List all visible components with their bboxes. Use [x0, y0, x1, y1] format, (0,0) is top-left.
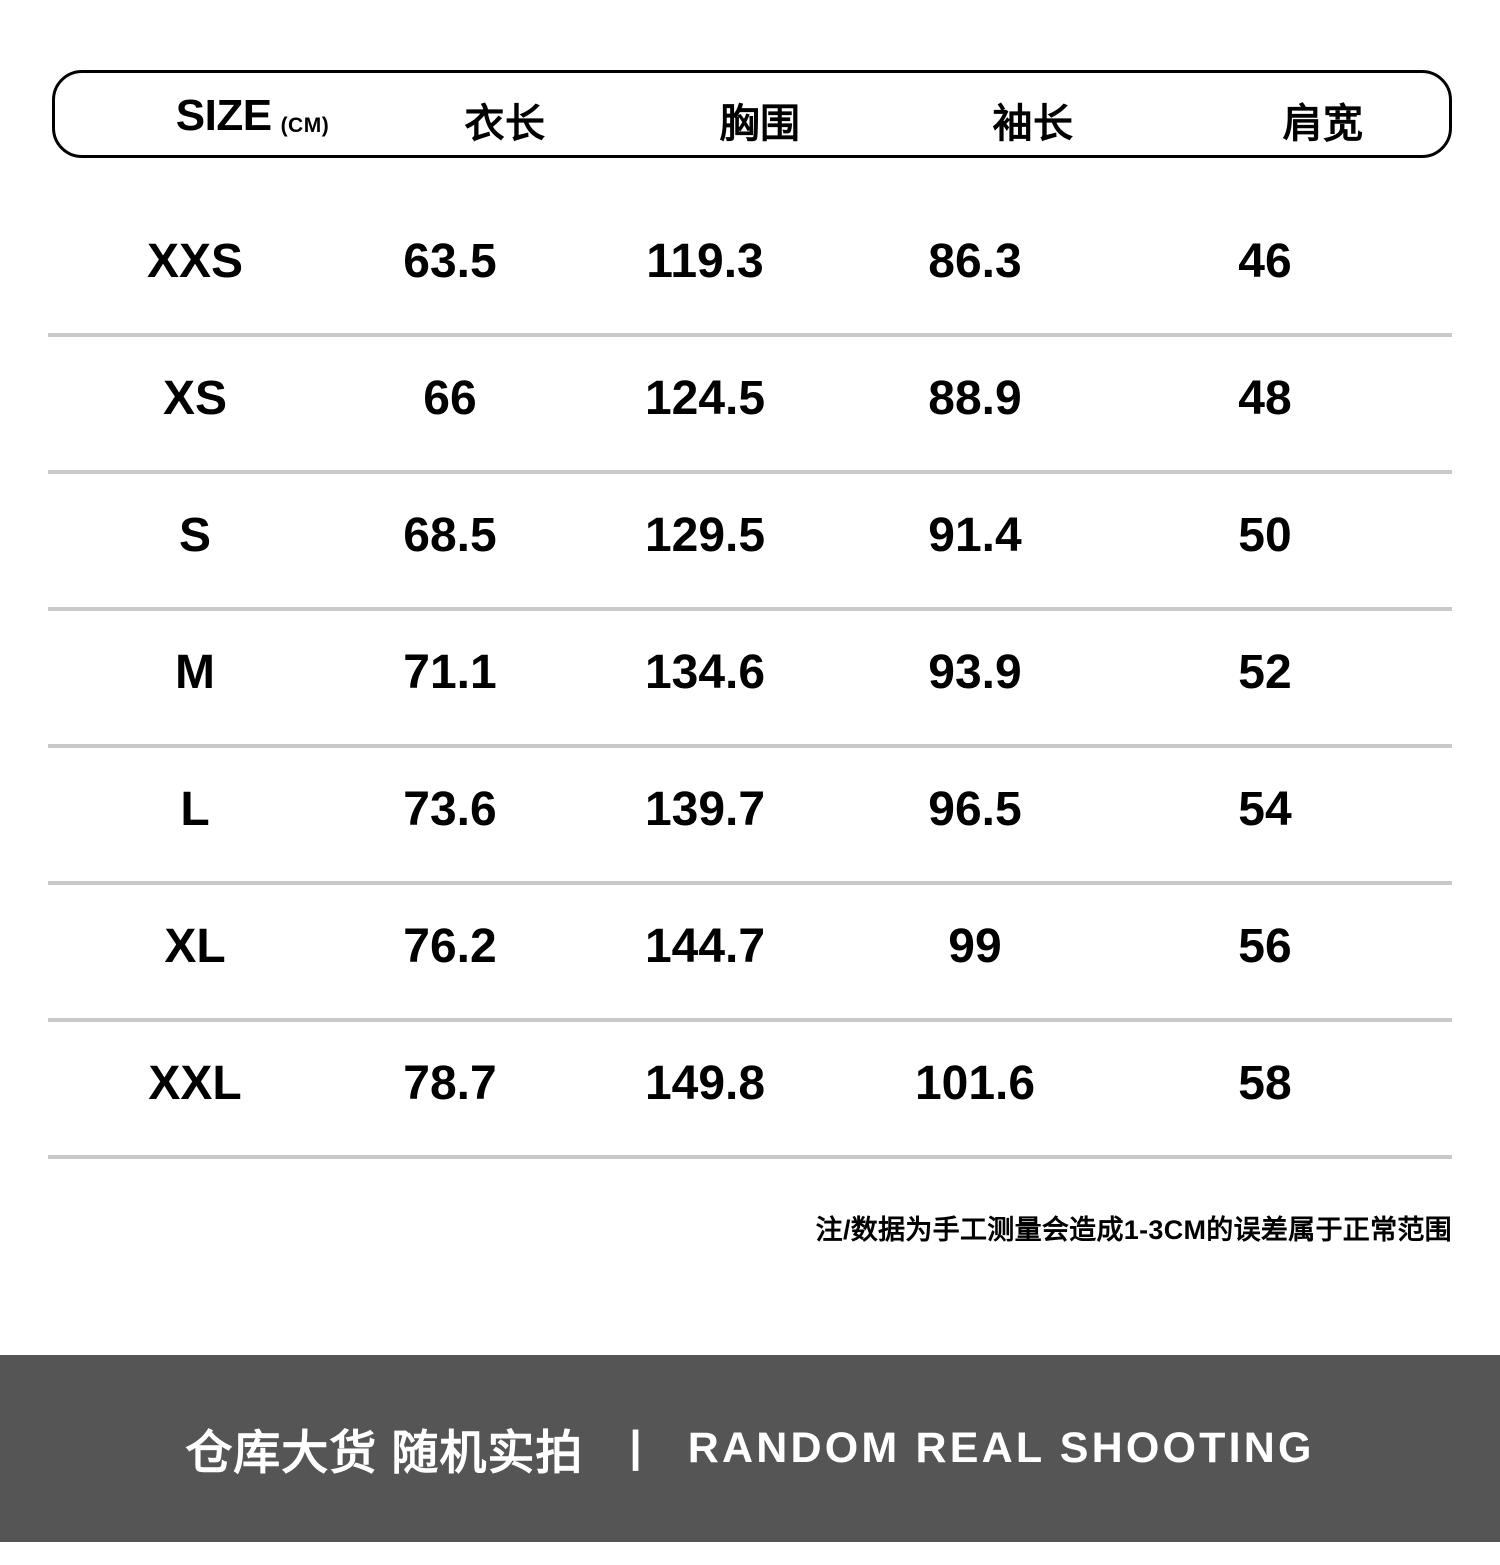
cell-shoulder-width: 54: [1238, 783, 1292, 836]
row-divider: [48, 744, 1452, 748]
cell-sleeve-length: 91.4: [928, 509, 1022, 562]
cell-chest: 139.7: [644, 783, 766, 836]
banner-chinese-text: 仓库大货 随机实拍: [185, 1426, 584, 1479]
cell-body-length: 63.5: [403, 235, 497, 288]
header-cell-size: SIZE (CM): [115, 91, 390, 141]
row-divider: [48, 607, 1452, 611]
table-row: XL 76.2 144.7 99 56: [0, 885, 1500, 1022]
cell-shoulder-width: 58: [1238, 1057, 1292, 1110]
measurement-note: 注/数据为手工测量会造成1-3CM的误差属于正常范围: [815, 1215, 1452, 1245]
cell-chest: 144.7: [644, 920, 766, 973]
cell-sleeve-length: 99: [948, 920, 1002, 973]
banner-content: 仓库大货 随机实拍 | RANDOM REAL SHOOTING: [185, 1414, 1314, 1483]
cell-sleeve-length: 101.6: [914, 1057, 1036, 1110]
cell-shoulder-width: 46: [1238, 235, 1292, 288]
table-row: XXL 78.7 149.8 101.6 58: [0, 1022, 1500, 1159]
cell-size: L: [180, 783, 210, 836]
cell-chest: 129.5: [644, 509, 766, 562]
cell-size: XS: [162, 372, 228, 425]
cell-size: M: [175, 646, 215, 699]
header-cell-shoulder-width: 肩宽: [1282, 102, 1364, 146]
banner-english-text: RANDOM REAL SHOOTING: [687, 1424, 1315, 1472]
cell-body-length: 66: [423, 372, 477, 425]
row-divider: [48, 881, 1452, 885]
header-cell-sleeve-length: 袖长: [992, 102, 1074, 146]
cell-shoulder-width: 48: [1238, 372, 1292, 425]
cell-body-length: 71.1: [403, 646, 497, 699]
cell-sleeve-length: 96.5: [928, 783, 1022, 836]
bottom-banner: 仓库大货 随机实拍 | RANDOM REAL SHOOTING: [0, 1355, 1500, 1542]
cell-size: XXL: [148, 1057, 242, 1110]
row-divider: [48, 333, 1452, 337]
cell-shoulder-width: 52: [1238, 646, 1292, 699]
header-size-label: SIZE: [175, 91, 272, 140]
banner-separator: |: [629, 1421, 642, 1471]
cell-body-length: 76.2: [403, 920, 497, 973]
table-row: XXS 63.5 119.3 86.3 46: [0, 200, 1500, 337]
row-divider: [48, 470, 1452, 474]
table-row: XS 66 124.5 88.9 48: [0, 337, 1500, 474]
cell-size: S: [178, 509, 211, 562]
cell-chest: 119.3: [646, 235, 764, 288]
table-row: S 68.5 129.5 91.4 50: [0, 474, 1500, 611]
row-divider: [48, 1018, 1452, 1022]
cell-shoulder-width: 50: [1238, 509, 1292, 562]
cell-chest: 149.8: [644, 1057, 766, 1110]
cell-shoulder-width: 56: [1238, 920, 1292, 973]
cell-body-length: 73.6: [403, 783, 497, 836]
cell-size: XXS: [146, 235, 244, 288]
size-table-header: SIZE (CM) 衣长 胸围 袖长 肩宽: [52, 70, 1452, 158]
cell-sleeve-length: 88.9: [928, 372, 1022, 425]
cell-chest: 124.5: [644, 372, 766, 425]
size-table-body: XXS 63.5 119.3 86.3 46 XS 66 124.5 88.9 …: [0, 200, 1500, 1159]
cell-chest: 134.6: [644, 646, 766, 699]
cell-size: XL: [164, 920, 226, 973]
cell-body-length: 78.7: [403, 1057, 497, 1110]
row-divider: [48, 1155, 1452, 1159]
header-unit-label: (CM): [280, 114, 330, 137]
header-cell-body-length: 衣长: [464, 102, 546, 146]
header-cell-chest: 胸围: [719, 102, 801, 146]
cell-sleeve-length: 93.9: [928, 646, 1022, 699]
table-row: L 73.6 139.7 96.5 54: [0, 748, 1500, 885]
table-row: M 71.1 134.6 93.9 52: [0, 611, 1500, 748]
cell-sleeve-length: 86.3: [928, 235, 1022, 288]
cell-body-length: 68.5: [403, 509, 497, 562]
size-chart: SIZE (CM) 衣长 胸围 袖长 肩宽 XXS 63.5 119.3 86.…: [0, 70, 1500, 1245]
